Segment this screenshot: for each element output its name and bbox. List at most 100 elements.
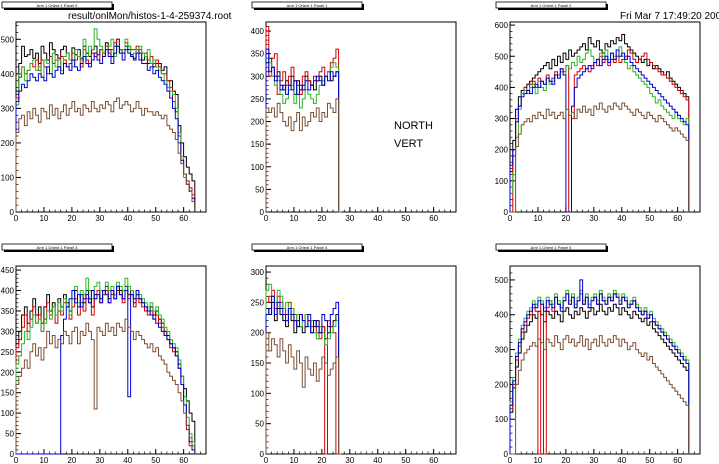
x-tick-label: 10	[289, 214, 298, 223]
series-brown	[510, 335, 690, 455]
x-tick-label: 60	[179, 214, 188, 223]
x-tick-label: 40	[123, 456, 132, 464]
panel-title: Arm 1 Orient 1 Panel 5	[531, 245, 572, 250]
y-tick-label: 200	[495, 146, 509, 155]
y-tick-label: 100	[495, 415, 509, 424]
title-box	[251, 1, 363, 9]
series-blue	[509, 279, 690, 454]
x-tick-label: 0	[14, 214, 19, 223]
panel-title: Arm 1 Orient 1 Panel 2	[531, 3, 572, 8]
x-tick-label: 20	[317, 214, 326, 223]
plot-frame	[509, 265, 701, 455]
x-tick-label: 50	[401, 456, 410, 464]
x-tick-label: 30	[95, 214, 104, 223]
y-tick-label: 0	[260, 450, 265, 459]
histogram-panel-3: Arm 1 Orient 1 Panel 3050100150200250300…	[1, 243, 207, 464]
y-tick-label: 200	[1, 139, 15, 148]
y-tick-label: 500	[1, 35, 15, 44]
x-tick-label: 40	[373, 214, 382, 223]
series-brown	[265, 98, 342, 213]
series-brown	[510, 102, 690, 213]
x-tick-label: 50	[151, 456, 160, 464]
y-tick-label: 250	[251, 95, 265, 104]
series-black	[15, 285, 196, 454]
x-tick-label: 40	[373, 456, 382, 464]
plot-frame	[265, 21, 457, 213]
y-tick-label: 200	[495, 380, 509, 389]
histogram-panel-1: Arm 1 Orient 1 Panel 1 0 50 100 150 200 250 300…	[251, 1, 457, 223]
timestamp-label: Fri Mar 7 17:49:20 2008	[620, 11, 719, 22]
title-box	[251, 243, 363, 251]
y-tick-label: 150	[251, 359, 265, 368]
histogram-panel-0: Arm 1 Orient 1 Panel 0 0 100 200 300 400 500 0 1…	[1, 1, 207, 223]
series-green	[509, 289, 690, 454]
y-tick-label: 150	[251, 140, 265, 149]
y-tick-label: 400	[251, 27, 265, 36]
y-tick-label: 250	[1, 348, 15, 357]
x-tick-label: 10	[39, 456, 48, 464]
y-tick-label: 500	[495, 52, 509, 61]
x-tick-label: 30	[345, 456, 354, 464]
series-red	[265, 26, 342, 213]
y-tick-label: 50	[5, 430, 14, 439]
y-tick-label: 200	[1, 368, 15, 377]
y-tick-label: 300	[251, 72, 265, 81]
x-tick-label: 20	[561, 214, 570, 223]
y-tick-label: 200	[251, 329, 265, 338]
series-green	[15, 277, 196, 454]
y-tick-label: 0	[504, 208, 509, 217]
title-box	[495, 243, 607, 251]
x-tick-label: 60	[429, 214, 438, 223]
x-tick-label: 20	[67, 456, 76, 464]
x-tick-label: 30	[345, 214, 354, 223]
y-tick-label: 0	[10, 208, 15, 217]
x-tick-label: 20	[67, 214, 76, 223]
y-tick-label: 350	[1, 307, 15, 316]
y-tick-label: 400	[495, 311, 509, 320]
title-box	[1, 243, 113, 251]
series-blue	[16, 285, 196, 455]
x-tick-label: 10	[39, 214, 48, 223]
plot-frame	[265, 265, 457, 455]
y-tick-label: 300	[495, 346, 509, 355]
arm-label: NORTH	[394, 120, 433, 132]
y-tick-label: 0	[504, 450, 509, 459]
y-tick-label: 50	[255, 185, 264, 194]
x-tick-label: 60	[673, 456, 682, 464]
series-blue	[265, 295, 342, 455]
y-tick-label: 250	[251, 298, 265, 307]
series-brown	[15, 97, 196, 212]
series-black	[509, 303, 690, 454]
series-black	[509, 34, 690, 212]
histogram-panel-4: Arm 1 Orient 1 Panel 4050100150200250300…	[251, 243, 457, 464]
series-brown	[15, 318, 196, 454]
y-tick-label: 300	[1, 104, 15, 113]
histogram-panel-5: Arm 1 Orient 1 Panel 5 0 100 200 300 400 500 0 1…	[495, 243, 701, 464]
series-brown	[265, 332, 342, 455]
y-tick-label: 450	[1, 266, 15, 275]
orient-label: VERT	[394, 138, 424, 150]
x-tick-label: 40	[617, 456, 626, 464]
y-tick-label: 400	[1, 70, 15, 79]
x-tick-label: 0	[508, 214, 513, 223]
y-tick-label: 100	[251, 163, 265, 172]
x-tick-label: 30	[589, 214, 598, 223]
series-blue	[15, 45, 196, 212]
x-tick-label: 30	[589, 456, 598, 464]
panel-title: Arm 1 Orient 1 Panel 1	[287, 3, 328, 8]
y-tick-label: 300	[251, 268, 265, 277]
x-tick-label: 30	[95, 456, 104, 464]
y-tick-label: 100	[251, 389, 265, 398]
x-tick-label: 10	[533, 214, 542, 223]
title-box	[1, 1, 113, 9]
x-tick-label: 0	[14, 456, 19, 464]
y-tick-label: 500	[495, 276, 509, 285]
x-tick-label: 0	[264, 214, 269, 223]
y-tick-label: 600	[495, 21, 509, 30]
y-tick-label: 300	[1, 327, 15, 336]
y-tick-label: 200	[251, 118, 265, 127]
x-tick-label: 60	[673, 214, 682, 223]
x-tick-label: 50	[401, 214, 410, 223]
series-red	[510, 49, 690, 213]
